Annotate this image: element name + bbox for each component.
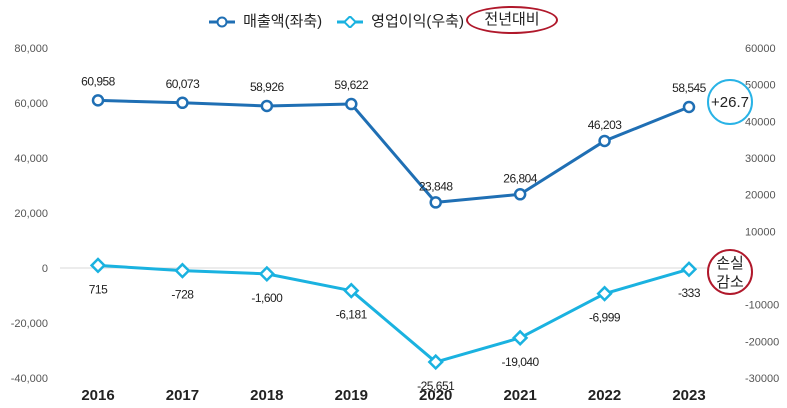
- legend-profit-swatch: [337, 15, 363, 28]
- profit-point: [512, 329, 529, 346]
- x-tick-label: 2020: [419, 387, 452, 404]
- profit-point: [174, 262, 191, 279]
- legend-item-profit[interactable]: 영업이익(우축): [337, 10, 464, 31]
- x-tick-label: 2017: [166, 387, 199, 404]
- revenue-point: [260, 99, 274, 113]
- profit-data-label: -6,999: [589, 311, 621, 325]
- y-right-tick-label: -30000: [745, 373, 779, 385]
- legend-revenue-label: 매출액(좌축): [243, 13, 323, 30]
- revenue-change-callout: [707, 79, 753, 125]
- profit-data-label: -25,651: [417, 379, 455, 393]
- y-right-tick-label: 60000: [745, 43, 776, 55]
- y-right-tick-label: -10000: [745, 300, 779, 312]
- revenue-data-label: 59,622: [334, 78, 369, 92]
- profit-point: [596, 285, 613, 302]
- y-right-tick-label: 30000: [745, 153, 776, 165]
- profit-change-text-line1: 손실: [716, 255, 744, 272]
- y-right-tick-label: -20000: [745, 336, 779, 348]
- revenue-change-text: +26.7: [711, 94, 749, 111]
- y-left-tick-label: 40,000: [14, 153, 48, 165]
- profit-data-label: -1,600: [251, 291, 283, 305]
- x-tick-label: 2018: [250, 387, 283, 404]
- revenue-point: [513, 188, 527, 201]
- y-left-tick-label: 0: [42, 263, 48, 275]
- revenue-point: [682, 100, 696, 114]
- revenue-point: [429, 196, 442, 209]
- revenue-point: [345, 97, 358, 111]
- x-tick-label: 2021: [503, 387, 536, 404]
- revenue-data-label: 60,958: [81, 74, 116, 88]
- profit-point: [89, 257, 107, 274]
- yoy-badge: 전년대비: [466, 6, 558, 34]
- legend-profit-label: 영업이익(우축): [371, 13, 464, 30]
- y-right-tick-label: 50000: [745, 80, 776, 92]
- profit-point: [258, 265, 275, 282]
- y-left-tick-label: 20,000: [14, 208, 48, 220]
- profit-point: [427, 353, 444, 371]
- y-left-tick-label: -20,000: [11, 318, 48, 330]
- series-line-revenue: [97, 98, 690, 204]
- profit-data-label: -728: [171, 288, 194, 302]
- profit-data-label: 715: [89, 282, 108, 296]
- legend-revenue-swatch: [209, 16, 235, 28]
- revenue-point: [176, 96, 189, 110]
- y-left-tick-label: -40,000: [11, 373, 48, 385]
- profit-point: [343, 282, 360, 299]
- profit-data-label: -6,181: [336, 308, 368, 322]
- legend-item-revenue[interactable]: 매출액(좌축): [209, 10, 322, 31]
- revenue-data-label: 60,073: [166, 77, 201, 91]
- y-right-tick-label: 40000: [745, 116, 776, 128]
- y-right-tick-label: 20000: [745, 190, 776, 202]
- x-tick-label: 2019: [335, 387, 368, 404]
- y-left-tick-label: 60,000: [14, 98, 48, 110]
- revenue-data-label: 23,848: [419, 179, 454, 193]
- profit-change-text-line2: 감소: [716, 274, 744, 291]
- profit-change-callout: [707, 249, 753, 295]
- profit-point: [680, 261, 698, 278]
- y-right-tick-label: 10000: [745, 226, 776, 238]
- profit-data-label: -19,040: [502, 355, 540, 369]
- y-left-tick-label: 80,000: [14, 43, 48, 55]
- revenue-data-label: 46,203: [588, 118, 623, 132]
- series-line-profit: [97, 263, 690, 364]
- x-tick-label: 2023: [672, 387, 705, 404]
- revenue-point: [598, 134, 611, 148]
- x-tick-label: 2016: [81, 387, 114, 404]
- profit-data-label: -333: [678, 286, 701, 300]
- revenue-data-label: 58,545: [672, 81, 707, 95]
- revenue-data-label: 58,926: [250, 80, 285, 94]
- revenue-point: [91, 94, 105, 107]
- x-tick-label: 2022: [588, 387, 621, 404]
- revenue-data-label: 26,804: [503, 171, 538, 185]
- legend: 매출액(좌축) 영업이익(우축) 전년대비: [0, 6, 787, 34]
